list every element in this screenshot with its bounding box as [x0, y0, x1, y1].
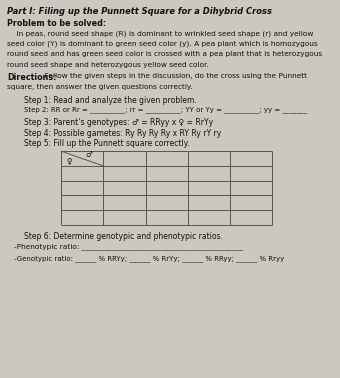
Text: round seed and has green seed color is crossed with a pea plant that is heterozy: round seed and has green seed color is c…	[7, 51, 322, 57]
Text: Step 3: Parent’s genotypes: ♂ = RRyy x ♀ = RrYy: Step 3: Parent’s genotypes: ♂ = RRyy x ♀…	[24, 118, 213, 127]
Text: Step 6: Determine genotypic and phenotypic ratios.: Step 6: Determine genotypic and phenotyp…	[24, 232, 223, 242]
Text: Part I: Filing up the Punnett Square for a Dihybrid Cross: Part I: Filing up the Punnett Square for…	[7, 7, 272, 16]
Text: Step 5: Fill up the Punnett square correctly.: Step 5: Fill up the Punnett square corre…	[24, 139, 189, 149]
Text: -Phenotypic ratio: ___________________________________________: -Phenotypic ratio: _____________________…	[14, 243, 243, 250]
Text: round seed shape and heterozygous yellow seed color.: round seed shape and heterozygous yellow…	[7, 62, 209, 68]
Text: ♀: ♀	[66, 157, 72, 166]
Text: square, then answer the given questions correctly.: square, then answer the given questions …	[7, 84, 192, 90]
Text: Step 4: Possible gametes: Ry Ry Ry Ry x RY Ry rY ry: Step 4: Possible gametes: Ry Ry Ry Ry x …	[24, 129, 221, 138]
Text: Problem to be solved:: Problem to be solved:	[7, 19, 106, 28]
Text: -Genotypic ratio: ______ % RRYy; ______ % RrYy; ______ % RRyy; ______ % Rryy: -Genotypic ratio: ______ % RRYy; ______ …	[14, 255, 284, 262]
Text: ♂: ♂	[85, 150, 92, 159]
Text: Step 2: RR or Rr = __________; rr = __________; YY or Yy = __________; yy = ____: Step 2: RR or Rr = __________; rr = ____…	[24, 107, 307, 113]
Text: In peas, round seed shape (R) is dominant to wrinkled seed shape (r) and yellow: In peas, round seed shape (R) is dominan…	[7, 30, 313, 37]
Text: Step 1: Read and analyze the given problem.: Step 1: Read and analyze the given probl…	[24, 96, 197, 105]
Text: Follow the given steps in the discussion, do the cross using the Punnett: Follow the given steps in the discussion…	[42, 73, 307, 79]
Text: Directions:: Directions:	[7, 73, 56, 82]
Text: seed color (Y) is dominant to green seed color (y). A pea plant which is homozyg: seed color (Y) is dominant to green seed…	[7, 41, 318, 47]
